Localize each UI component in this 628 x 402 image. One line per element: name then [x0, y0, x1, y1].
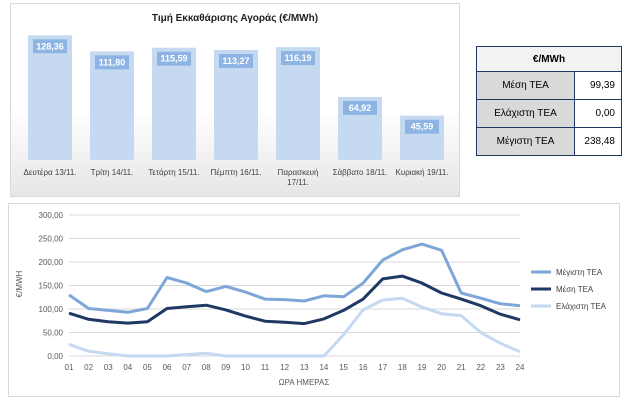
price-stats-table: €/MWh Μέση ΤΕΑ 99,39 Ελάχιστη ΤΕΑ 0,00 Μ… — [476, 46, 622, 156]
y-tick-label: 0,00 — [47, 352, 63, 361]
x-tick-label: 04 — [123, 363, 132, 372]
x-tick-label: 24 — [516, 363, 525, 372]
bar-category-label: Τρίτη 14/11. — [91, 168, 134, 177]
x-tick-label: 05 — [143, 363, 152, 372]
x-tick-label: 02 — [84, 363, 93, 372]
bar-data-label: 128,36 — [36, 41, 64, 51]
x-tick-label: 22 — [476, 363, 485, 372]
x-tick-label: 06 — [163, 363, 172, 372]
bar — [90, 51, 134, 160]
x-tick-label: 20 — [437, 363, 446, 372]
bar — [276, 47, 320, 160]
bar-data-label: 111,80 — [99, 57, 126, 67]
stats-label-mean: Μέση ΤΕΑ — [476, 71, 575, 100]
x-tick-label: 01 — [65, 363, 74, 372]
bar-data-label-bg — [405, 119, 439, 134]
bar-data-label: 116,19 — [284, 53, 311, 63]
bar — [28, 35, 72, 160]
bar-data-label: 115,59 — [160, 54, 187, 64]
x-tick-label: 17 — [378, 363, 387, 372]
series-line — [68, 242, 521, 314]
bar-chart-title: Τιμή Εκκαθάρισης Αγοράς (€/MWh) — [152, 13, 318, 24]
stats-value-max: 238,48 — [574, 127, 622, 156]
x-tick-label: 18 — [398, 363, 407, 372]
bar-data-label-bg — [281, 51, 315, 66]
y-tick-label: 300,00 — [39, 211, 64, 220]
bar-category-label: 17/11. — [287, 178, 309, 187]
y-tick-label: 250,00 — [39, 235, 64, 244]
stats-label-min: Ελάχιστη ΤΕΑ — [476, 99, 575, 128]
series-line — [68, 274, 521, 326]
daily-price-bar-chart: Τιμή Εκκαθάρισης Αγοράς (€/MWh) 128,36 Δε… — [23, 13, 449, 187]
x-tick-label: 19 — [418, 363, 427, 372]
daily-price-chart-panel: Τιμή Εκκαθάρισης Αγοράς (€/MWh) 128,36 Δε… — [10, 3, 460, 197]
bar — [214, 49, 258, 160]
x-tick-label: 09 — [221, 363, 230, 372]
x-tick-label: 21 — [457, 363, 466, 372]
bar-data-label-bg — [157, 51, 191, 66]
bar-data-label: 64,92 — [349, 103, 372, 113]
x-tick-label: 08 — [202, 363, 211, 372]
y-tick-label: 200,00 — [39, 258, 64, 267]
legend-label: Ελάχιστη ΤΕΑ — [556, 302, 607, 311]
bar-data-label-bg — [219, 53, 253, 68]
line-chart-xlabel: ΩΡΑ ΗΜΕΡΑΣ — [279, 378, 330, 387]
x-tick-label: 11 — [261, 363, 270, 372]
bar-category-label: Πέμπτη 16/11. — [211, 168, 262, 177]
bar-category-label: Τετάρτη 15/11. — [148, 168, 199, 177]
hourly-price-line-chart: ΩΡΑ ΗΜΕΡΑΣ €/MWH 0,00 50,00 100,00 150,00 20… — [15, 211, 607, 387]
stats-value-mean: 99,39 — [574, 71, 622, 100]
x-tick-label: 14 — [319, 363, 328, 372]
x-tick-label: 13 — [300, 363, 309, 372]
bar-data-label-bg — [95, 55, 129, 70]
bar-category-label: Κυριακή 19/11. — [396, 168, 449, 177]
x-tick-label: 12 — [280, 363, 289, 372]
y-tick-label: 100,00 — [39, 305, 64, 314]
series-line — [68, 296, 521, 358]
x-tick-label: 03 — [104, 363, 113, 372]
bar-data-label: 113,27 — [222, 56, 249, 66]
bar — [152, 47, 196, 160]
y-tick-label: 150,00 — [39, 282, 64, 291]
stats-value-min: 0,00 — [574, 99, 622, 128]
stats-header: €/MWh — [476, 46, 622, 72]
x-tick-label: 10 — [241, 363, 250, 372]
bar-data-label: 45,59 — [411, 122, 434, 132]
bar-data-label-bg — [343, 100, 377, 115]
bar-category-label: Δευτέρα 13/11. — [23, 168, 76, 177]
bar-data-label-bg — [33, 39, 67, 54]
stats-label-max: Μέγιστη ΤΕΑ — [476, 127, 575, 156]
legend-label: Μέση ΤΕΑ — [556, 285, 594, 294]
bar-category-label: Σάββατο 18/11. — [333, 168, 388, 177]
y-tick-label: 50,00 — [43, 329, 64, 338]
x-tick-label: 16 — [359, 363, 368, 372]
x-tick-label: 15 — [339, 363, 348, 372]
hourly-price-chart-panel: ΩΡΑ ΗΜΕΡΑΣ €/MWH 0,00 50,00 100,00 150,00 20… — [8, 203, 620, 397]
bar-category-label: Παρασκευή — [278, 168, 319, 177]
x-tick-label: 23 — [496, 363, 505, 372]
line-chart-ylabel: €/MWH — [15, 270, 24, 297]
legend-label: Μέγιστη ΤΕΑ — [556, 268, 603, 277]
x-tick-label: 07 — [182, 363, 191, 372]
